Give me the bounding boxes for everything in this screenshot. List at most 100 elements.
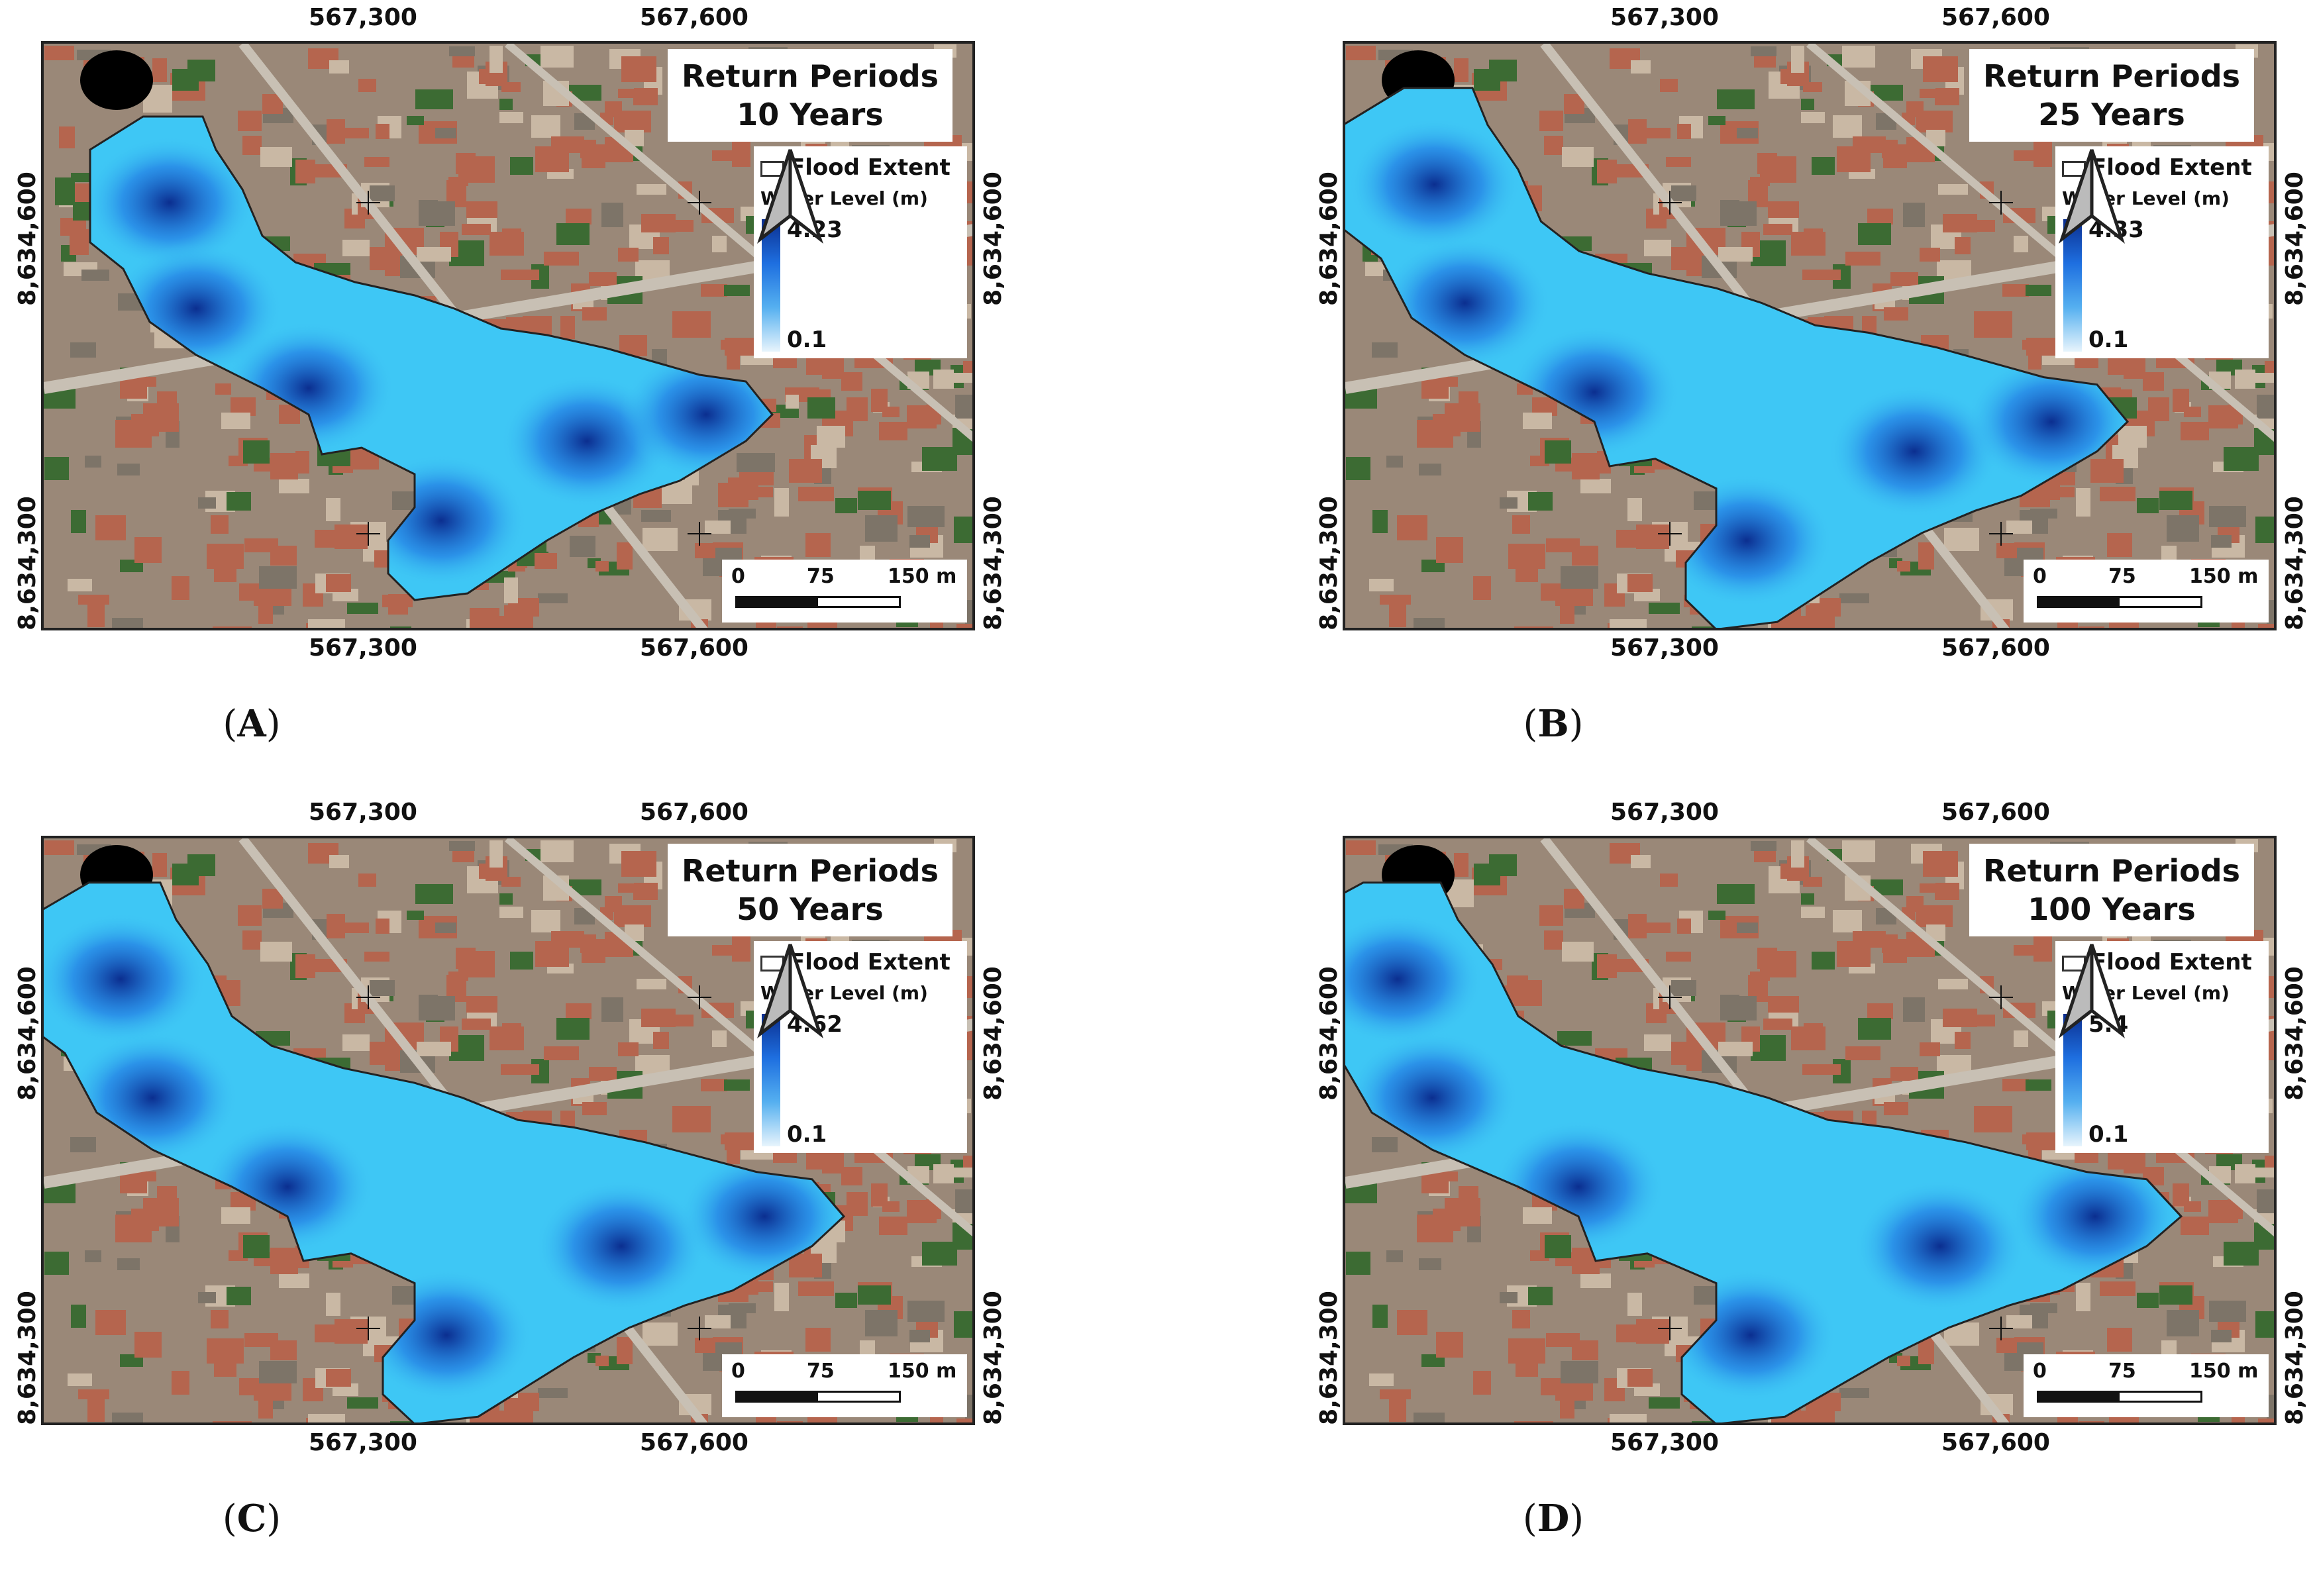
imagery-block <box>1436 537 1463 563</box>
flood-extent-outline <box>89 115 774 601</box>
imagery-block <box>2268 1395 2274 1412</box>
imagery-block <box>501 270 539 280</box>
imagery-block <box>71 1305 86 1328</box>
scale-bar: 0 75 150 m <box>2024 1354 2269 1417</box>
imagery-block <box>258 601 273 624</box>
imagery-block <box>841 372 862 391</box>
imagery-block <box>358 79 376 92</box>
imagery-block <box>531 910 560 932</box>
imagery-block <box>2026 285 2051 296</box>
imagery-block <box>643 528 678 551</box>
imagery-block <box>78 595 109 605</box>
imagery-block <box>879 1217 907 1235</box>
imagery-block <box>1627 574 1653 592</box>
imagery-block <box>724 1079 750 1091</box>
imagery-block <box>75 183 91 202</box>
imagery-block <box>807 1417 837 1422</box>
imagery-block <box>243 440 270 464</box>
imagery-block <box>1631 855 1651 868</box>
imagery-block <box>2028 353 2041 370</box>
imagery-block <box>595 561 609 572</box>
legend-flood-extent: Flood Extent <box>2062 154 2252 181</box>
flood-extent-label: Flood Extent <box>790 949 951 975</box>
imagery-block <box>538 593 568 603</box>
water-level-ramp <box>2063 1014 2082 1146</box>
imagery-block <box>879 422 907 440</box>
scale-bar-graphic <box>735 596 901 608</box>
flood-deep-zone <box>1828 385 2000 518</box>
imagery-block <box>582 1102 607 1115</box>
imagery-block <box>1837 941 1871 967</box>
northing-left-top: 8,634,600 <box>1315 966 1343 1101</box>
imagery-block <box>1791 46 1804 73</box>
imagery-block <box>2026 1079 2051 1091</box>
imagery-block <box>2258 624 2274 628</box>
northing-left-top: 8,634,600 <box>1315 172 1343 306</box>
imagery-block <box>142 1172 156 1181</box>
imagery-block <box>70 342 96 358</box>
imagery-block <box>327 914 345 938</box>
imagery-block <box>1380 1389 1411 1399</box>
imagery-block <box>502 228 521 248</box>
imagery-block <box>1546 538 1580 552</box>
imagery-block <box>510 952 533 970</box>
imagery-block <box>308 1414 345 1422</box>
imagery-block <box>260 147 292 167</box>
imagery-block <box>364 952 389 962</box>
imagery-block <box>955 395 972 419</box>
imagery-block <box>1389 601 1406 627</box>
easting-top-right: 567,600 <box>1941 4 2050 31</box>
imagery-block <box>364 157 389 167</box>
imagery-block <box>87 601 105 627</box>
imagery-block <box>535 146 569 172</box>
imagery-block <box>270 1340 297 1360</box>
imagery-block <box>1842 840 1875 862</box>
imagery-block <box>499 112 523 123</box>
imagery-block <box>712 150 749 161</box>
imagery-block <box>1839 593 1869 603</box>
imagery-block <box>956 1419 972 1422</box>
imagery-block <box>1882 140 1898 158</box>
imagery-block <box>1974 311 2012 338</box>
imagery-block <box>705 521 731 534</box>
imagery-block <box>435 923 456 933</box>
imagery-block <box>417 1042 451 1056</box>
imagery-block <box>727 1148 740 1164</box>
northing-left-bottom: 8,634,300 <box>1315 1291 1343 1425</box>
imagery-block <box>1890 272 1918 286</box>
imagery-block <box>95 1310 126 1335</box>
imagery-block <box>1580 479 1611 493</box>
imagery-block <box>672 311 711 338</box>
imagery-block <box>345 128 369 138</box>
map-frame: Return Periods 10 Years Flood Extent Wat… <box>41 41 975 630</box>
flood-deep-zone <box>44 913 207 1046</box>
imagery-block <box>1516 563 1538 582</box>
imagery-block <box>345 923 369 933</box>
easting-bottom-left: 567,300 <box>309 634 417 662</box>
northing-right-bottom: 8,634,300 <box>979 1291 1007 1425</box>
imagery-block <box>1474 864 1500 885</box>
imagery-block <box>544 252 579 266</box>
imagery-block <box>540 840 574 862</box>
imagery-block <box>1882 934 1898 953</box>
imagery-block <box>1812 952 1835 970</box>
imagery-block <box>2209 506 2246 527</box>
imagery-block <box>44 1252 69 1275</box>
imagery-block <box>44 840 74 855</box>
imagery-block <box>1372 1305 1388 1328</box>
imagery-block <box>1996 543 2017 558</box>
imagery-block <box>327 119 345 144</box>
scale-0: 0 <box>731 565 745 588</box>
imagery-block <box>448 177 468 186</box>
legend: Flood Extent Water Level (m) 4.23 0.1 <box>754 146 967 358</box>
imagery-block <box>1918 542 1934 570</box>
imagery-block <box>1528 1287 1553 1305</box>
imagery-block <box>501 82 521 92</box>
imagery-block <box>1597 954 1617 978</box>
imagery-block <box>71 510 86 533</box>
imagery-block <box>712 1030 727 1047</box>
imagery-block <box>1372 1137 1398 1152</box>
imagery-block <box>955 1189 972 1213</box>
imagery-block <box>907 1200 937 1223</box>
imagery-block <box>1858 223 1891 245</box>
